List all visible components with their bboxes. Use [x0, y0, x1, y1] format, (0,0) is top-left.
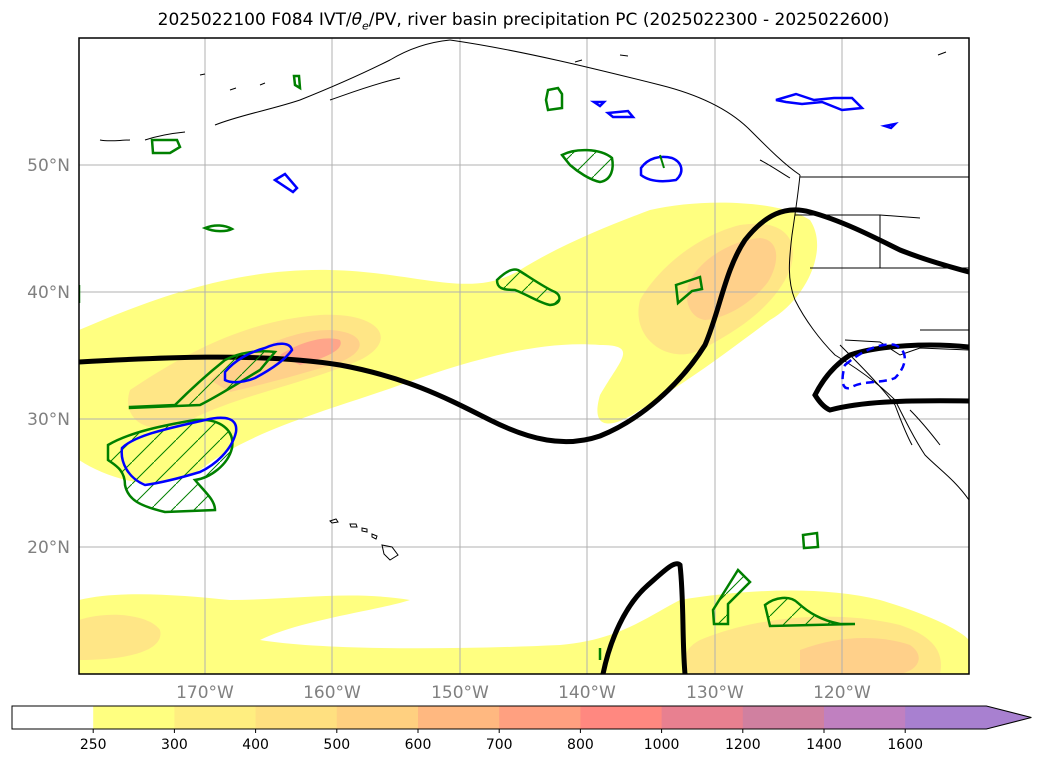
colorbar-tick-label: 1400 [806, 737, 842, 753]
colorbar-tick-label: 1000 [644, 737, 680, 753]
colorbar-segment [742, 706, 825, 729]
green-region-ne [560, 148, 614, 184]
lon-label-170w: 170°W [176, 683, 234, 703]
vancouver-island [759, 159, 791, 179]
green-region-mid [495, 268, 561, 307]
lon-label-140w: 140°W [558, 683, 616, 703]
colorbar-segment [499, 706, 581, 729]
blue-small-4 [604, 109, 636, 119]
colorbar-segment [174, 706, 257, 729]
colorbar-segment [580, 706, 663, 729]
colorbar-segment [824, 706, 906, 729]
colorbar-segment [255, 706, 338, 729]
lat-labels: 50°N 40°N 30°N 20°N [27, 156, 70, 558]
lon-label-120w: 120°W [813, 683, 871, 703]
colorbar-tick-label: 1200 [725, 737, 761, 753]
lon-label-150w: 150°W [431, 683, 489, 703]
green-small-3 [292, 74, 302, 91]
map-frame [78, 37, 970, 675]
lat-label-50n: 50°N [27, 156, 70, 176]
colorbar-tick-label: 1600 [887, 737, 923, 753]
lat-label-20n: 20°N [27, 538, 70, 558]
green-region-se [711, 568, 752, 626]
blue-small-1 [775, 92, 865, 112]
southeast-alaska [449, 39, 801, 176]
map-title: 2025022100 F084 IVT/θe/PV, river basin p… [157, 10, 890, 33]
gridlines [79, 38, 969, 674]
alaska-coast [99, 39, 451, 142]
blue-small-6 [880, 121, 899, 130]
colorbar-tick-label: 250 [80, 737, 107, 753]
green-small-4 [201, 224, 235, 233]
colorbar-outline [11, 705, 1032, 730]
blue-region-west [120, 416, 238, 487]
green-small-1 [544, 86, 564, 112]
colorbar-tick-label: 300 [161, 737, 188, 753]
lon-label-160w: 160°W [303, 683, 361, 703]
map-area [79, 38, 969, 674]
colorbar: 250 300 400 500 600 700 800 1000 1200 1400 1600 [11, 705, 1032, 753]
green-tick-mark [659, 154, 665, 169]
colorbar-extend-arrow [986, 706, 1032, 729]
lon-labels: 170°W 160°W 150°W 140°W 130°W 120°W [176, 683, 871, 703]
lat-label-40n: 40°N [27, 283, 70, 303]
lon-label-130w: 130°W [686, 683, 744, 703]
north-america-coast [788, 174, 969, 501]
green-small-2 [150, 138, 182, 155]
baja-california [839, 344, 941, 446]
colorbar-segment [905, 706, 987, 729]
blue-region-central [223, 342, 294, 384]
pv-contour-main [79, 207, 969, 445]
us-mexico-border [844, 339, 969, 356]
green-small-6 [801, 531, 820, 550]
pv-contours [79, 207, 969, 674]
ivt-band-south-west [79, 614, 161, 660]
hawaii-islands [329, 518, 399, 561]
colorbar-tick-label: 800 [567, 737, 594, 753]
colorbar-segment [336, 706, 419, 729]
blue-small-3 [272, 172, 299, 194]
ivt-band-east-inner2 [686, 238, 777, 320]
colorbar-segment [12, 706, 94, 729]
ivt-band-south-inner2 [800, 638, 919, 674]
ivt-band-north [79, 202, 818, 484]
colorbar-segment [93, 706, 175, 729]
state-border-2 [879, 214, 969, 331]
green-small-5 [674, 275, 704, 306]
blue-small-5 [589, 100, 608, 108]
colorbar-tick-label: 600 [405, 737, 432, 753]
precip-pc-blue [120, 92, 906, 487]
aleutian-islands [199, 51, 947, 91]
blue-small-2 [639, 155, 683, 183]
pv-contour-south [600, 561, 688, 674]
colorbar-tick-label: 700 [486, 737, 513, 753]
colorbar-tick-label: 500 [323, 737, 350, 753]
blue-dashed-baja [841, 343, 906, 390]
pv-contour-east [812, 342, 969, 413]
green-region-west [106, 418, 234, 514]
precip-pc-green [79, 74, 856, 660]
green-region-se2 [763, 596, 856, 628]
colorbar-segment [661, 706, 744, 729]
lat-label-30n: 30°N [27, 410, 70, 430]
coastlines [99, 39, 969, 501]
colorbar-tick-label: 400 [242, 737, 269, 753]
colorbar-segment [418, 706, 500, 729]
